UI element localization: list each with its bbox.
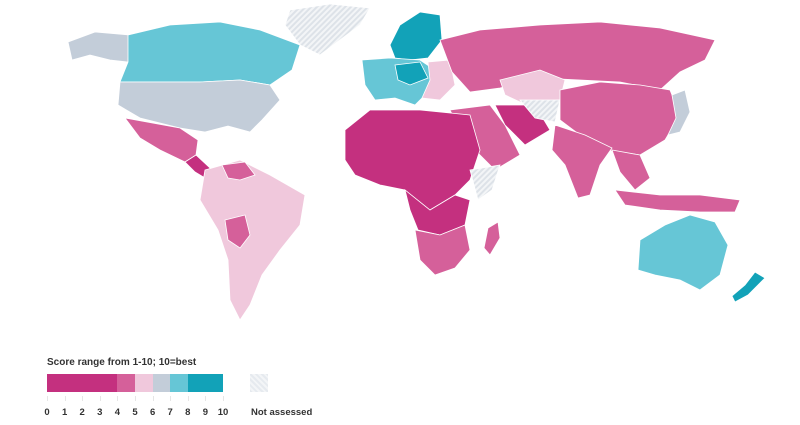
region-new-zealand bbox=[731, 271, 766, 303]
legend-bin-3 bbox=[152, 374, 171, 392]
not-assessed-swatch bbox=[250, 374, 268, 392]
legend-tick-label: 2 bbox=[79, 407, 85, 418]
legend-bin-5 bbox=[187, 374, 223, 392]
region-southern-africa bbox=[414, 224, 471, 276]
region-central-europe bbox=[394, 61, 429, 86]
legend-tick-line bbox=[47, 396, 48, 401]
region-south-america bbox=[199, 159, 306, 321]
legend-bin-0 bbox=[47, 374, 118, 392]
region-alaska bbox=[67, 31, 131, 63]
legend-tick-label: 10 bbox=[217, 407, 229, 418]
region-china bbox=[559, 81, 681, 156]
legend-tick-line bbox=[205, 396, 207, 401]
region-southeast-asia bbox=[611, 149, 651, 191]
legend-bin-2 bbox=[135, 374, 153, 392]
region-bolivia bbox=[224, 214, 251, 249]
legend-tick-label: 4 bbox=[114, 407, 121, 418]
region-india bbox=[551, 124, 613, 199]
legend-tick-line bbox=[99, 396, 101, 401]
legend-tick-label: 1 bbox=[61, 407, 68, 418]
not-assessed-label: Not assessed bbox=[251, 407, 313, 418]
region-madagascar bbox=[483, 221, 501, 256]
legend-tick-line bbox=[152, 396, 154, 401]
legend-tick-label: 8 bbox=[185, 407, 191, 418]
region-horn-of-africa bbox=[469, 164, 501, 201]
legend-bin-1 bbox=[117, 374, 135, 392]
legend-tick-label: 7 bbox=[167, 407, 173, 418]
region-north-africa bbox=[344, 109, 481, 211]
region-greenland bbox=[284, 3, 371, 56]
region-venezuela bbox=[221, 161, 256, 181]
region-usa bbox=[117, 79, 281, 133]
legend-tick-line bbox=[135, 396, 136, 401]
region-scandinavia bbox=[389, 11, 443, 61]
legend-tick-line bbox=[223, 396, 224, 401]
region-indonesia bbox=[614, 189, 741, 213]
legend-tick-line bbox=[187, 396, 189, 401]
legend-tick-label: 0 bbox=[44, 407, 50, 418]
legend-bin-4 bbox=[170, 374, 188, 392]
legend-tick-label: 5 bbox=[132, 407, 138, 418]
region-central-asia bbox=[519, 99, 561, 123]
legend-tick-line bbox=[64, 396, 66, 401]
legend-tick-line bbox=[82, 396, 84, 401]
region-japan bbox=[667, 89, 691, 136]
world-choropleth-map bbox=[67, 3, 766, 321]
legend-tick-label: 3 bbox=[97, 407, 103, 418]
region-russia bbox=[439, 21, 716, 93]
legend-tick-label: 6 bbox=[149, 407, 156, 418]
legend-tick-line bbox=[170, 396, 172, 401]
legend-tick-line bbox=[117, 396, 119, 401]
region-australia bbox=[637, 214, 729, 291]
legend-title: Score range from 1-10; 10=best bbox=[47, 357, 197, 368]
region-canada bbox=[119, 21, 301, 86]
legend-tick-label: 9 bbox=[202, 407, 209, 418]
